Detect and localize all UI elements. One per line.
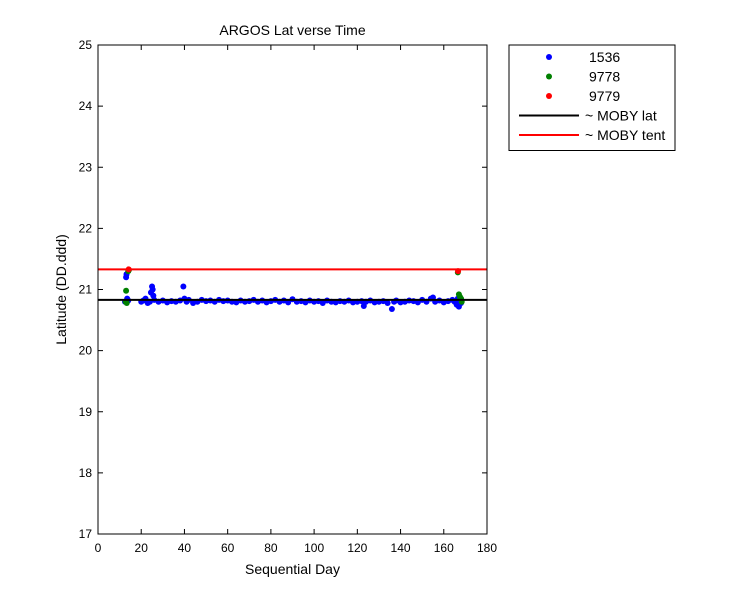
x-tick-label: 0 xyxy=(95,541,102,555)
y-tick-label: 19 xyxy=(79,405,93,419)
y-tick-label: 23 xyxy=(79,160,93,174)
tick-layer: 0 20 40 60 80 100 120 140 160 180 17 18 19 20 21 22 23 24… xyxy=(79,38,498,555)
legend: 1536 9778 9779 ~ MOBY lat ~ MOBY tent xyxy=(508,44,676,151)
legend-entry: 9778 xyxy=(589,69,620,85)
data-point-9778 xyxy=(123,287,130,294)
x-tick-label: 100 xyxy=(304,541,324,555)
y-tick-label: 17 xyxy=(79,527,93,541)
data-point-1536 xyxy=(180,283,187,290)
x-tick-label: 180 xyxy=(477,541,497,555)
plot-area xyxy=(98,266,487,313)
y-tick-label: 18 xyxy=(79,466,93,480)
y-axis-label: Latitude (DD.ddd) xyxy=(53,234,69,345)
y-tick-label: 21 xyxy=(79,283,93,297)
chart-title: ARGOS Lat verse Time xyxy=(219,22,365,38)
y-tick-label: 20 xyxy=(79,344,93,358)
legend-entry: 1536 xyxy=(589,49,620,65)
x-tick-label: 80 xyxy=(264,541,278,555)
data-point-9778 xyxy=(123,299,130,306)
legend-entry: 9779 xyxy=(589,88,620,104)
legend-box xyxy=(508,44,676,151)
legend-entry: ~ MOBY tent xyxy=(585,127,665,143)
legend-marker xyxy=(546,54,552,60)
data-point-1536 xyxy=(388,306,395,313)
x-tick-label: 40 xyxy=(178,541,192,555)
data-point-1536 xyxy=(384,299,391,306)
x-tick-label: 120 xyxy=(347,541,367,555)
y-tick-label: 25 xyxy=(79,38,93,52)
legend-entry: ~ MOBY lat xyxy=(585,108,657,124)
x-tick-label: 160 xyxy=(434,541,454,555)
legend-marker xyxy=(546,93,552,99)
legend-marker xyxy=(546,73,552,80)
y-tick-label: 22 xyxy=(79,221,93,235)
data-point-1536 xyxy=(149,286,156,293)
y-tick-label: 24 xyxy=(79,99,93,113)
x-tick-label: 140 xyxy=(391,541,411,555)
x-tick-label: 20 xyxy=(135,541,149,555)
x-axis-label: Sequential Day xyxy=(245,561,340,577)
x-tick-label: 60 xyxy=(221,541,235,555)
